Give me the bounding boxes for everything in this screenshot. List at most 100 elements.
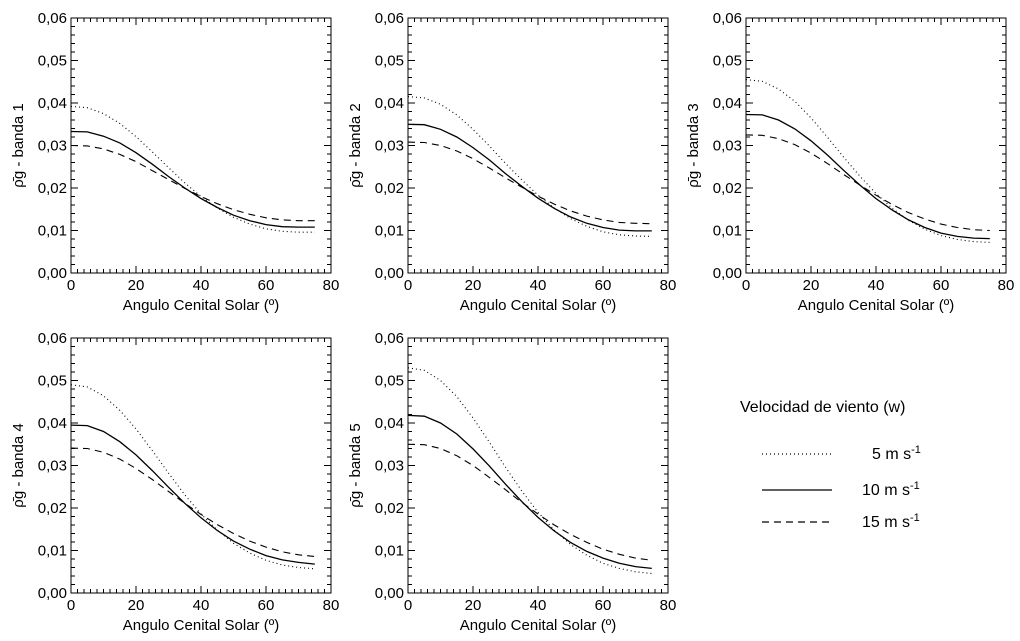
- y-axis-label: ρ̄g - banda 1: [10, 103, 27, 187]
- x-tick-label: 20: [803, 277, 820, 294]
- x-tick-label: 60: [258, 597, 275, 614]
- x-tick-label: 20: [465, 277, 482, 294]
- y-tick-label: 0,03: [375, 138, 404, 155]
- x-tick-label: 0: [404, 277, 412, 294]
- x-axis-label: Angulo Cenital Solar (º): [798, 297, 954, 314]
- chart-panels: 0 20 40 60 80 0,00 0,01 0,02 0,03 0,04 0,05 0,06 Ang…: [10, 10, 1014, 634]
- y-tick-label: 0,05: [38, 53, 67, 70]
- series-line-5ms: [70, 105, 315, 233]
- chart-panel-4: 0 20 40 60 80 0,00 0,01 0,02 0,03 0,04 0,05 0,06 Ang…: [10, 330, 339, 634]
- series-line-5ms: [407, 96, 652, 237]
- x-tick-label: 80: [998, 277, 1015, 294]
- x-tick-label: 60: [933, 277, 950, 294]
- series-line-5ms: [745, 79, 990, 243]
- x-tick-label: 20: [128, 597, 145, 614]
- x-tick-label: 60: [258, 277, 275, 294]
- chart-panel-2: 0 20 40 60 80 0,00 0,01 0,02 0,03 0,04 0,05 0,06 Ang…: [347, 10, 676, 314]
- series-line-10ms: [70, 130, 315, 228]
- x-tick-label: 60: [595, 277, 612, 294]
- y-tick-label: 0,05: [375, 373, 404, 390]
- y-tick-label: 0,00: [38, 585, 67, 602]
- y-tick-label: 0,04: [38, 415, 67, 432]
- y-tick-label: 0,04: [375, 95, 404, 112]
- y-tick-label: 0,06: [375, 330, 404, 347]
- y-tick-label: 0,01: [713, 223, 742, 240]
- y-tick-label: 0,02: [38, 500, 67, 517]
- series-line-15ms: [70, 144, 315, 222]
- series-line-10ms: [407, 123, 652, 232]
- plot-frame: [70, 337, 332, 594]
- y-tick-label: 0,02: [375, 500, 404, 517]
- x-tick-label: 80: [660, 277, 677, 294]
- y-tick-label: 0,02: [375, 180, 404, 197]
- x-tick-label: 0: [404, 597, 412, 614]
- legend-label-15: 15 m s-1: [862, 512, 920, 531]
- x-axis-label: Angulo Cenital Solar (º): [460, 297, 616, 314]
- x-tick-label: 80: [660, 597, 677, 614]
- series-line-15ms: [70, 447, 315, 558]
- plot-frame: [745, 17, 1007, 274]
- x-tick-label: 80: [323, 597, 340, 614]
- legend-label-10: 10 m s-1: [862, 480, 920, 499]
- y-tick-label: 0,00: [375, 265, 404, 282]
- y-axis-label: ρ̄g - banda 3: [685, 103, 702, 187]
- x-tick-label: 20: [128, 277, 145, 294]
- chart-panel-5: 0 20 40 60 80 0,00 0,01 0,02 0,03 0,04 0,05 0,06 Ang…: [347, 330, 676, 634]
- y-tick-label: 0,01: [375, 223, 404, 240]
- legend-label-5: 5 m s-1: [872, 444, 921, 463]
- y-tick-label: 0,06: [38, 10, 67, 27]
- series-line-15ms: [407, 141, 652, 225]
- x-tick-label: 0: [742, 277, 750, 294]
- series-line-10ms: [407, 414, 652, 570]
- series-line-5ms: [407, 367, 652, 575]
- y-tick-label: 0,01: [38, 543, 67, 560]
- x-tick-label: 60: [595, 597, 612, 614]
- x-tick-label: 40: [193, 597, 210, 614]
- y-tick-label: 0,04: [375, 415, 404, 432]
- x-tick-label: 0: [67, 597, 75, 614]
- y-axis-label: ρ̄g - banda 2: [347, 103, 364, 187]
- series-line-15ms: [745, 134, 990, 232]
- y-tick-label: 0,03: [38, 138, 67, 155]
- y-tick-label: 0,00: [713, 265, 742, 282]
- series-line-10ms: [745, 113, 990, 240]
- y-tick-label: 0,03: [375, 458, 404, 475]
- y-tick-label: 0,00: [38, 265, 67, 282]
- y-tick-label: 0,05: [375, 53, 404, 70]
- x-tick-label: 80: [323, 277, 340, 294]
- series-line-15ms: [407, 443, 652, 561]
- y-axis-label: ρ̄g - banda 5: [347, 423, 364, 507]
- y-tick-label: 0,03: [713, 138, 742, 155]
- y-tick-label: 0,01: [38, 223, 67, 240]
- y-axis-label: ρ̄g - banda 4: [10, 423, 27, 507]
- y-tick-label: 0,02: [38, 180, 67, 197]
- y-tick-label: 0,05: [38, 373, 67, 390]
- x-tick-label: 40: [868, 277, 885, 294]
- x-axis-label: Angulo Cenital Solar (º): [460, 617, 616, 634]
- y-tick-label: 0,06: [38, 330, 67, 347]
- x-axis-label: Angulo Cenital Solar (º): [123, 617, 279, 634]
- chart-panel-1: 0 20 40 60 80 0,00 0,01 0,02 0,03 0,04 0,05 0,06 Ang…: [10, 10, 339, 314]
- y-tick-label: 0,06: [375, 10, 404, 27]
- y-tick-label: 0,03: [38, 458, 67, 475]
- series-line-5ms: [70, 384, 315, 570]
- x-tick-label: 40: [193, 277, 210, 294]
- plot-frame: [407, 17, 669, 274]
- y-tick-label: 0,00: [375, 585, 404, 602]
- legend-title: Velocidad de viento (w): [740, 399, 905, 416]
- y-tick-label: 0,04: [713, 95, 742, 112]
- y-tick-label: 0,04: [38, 95, 67, 112]
- x-tick-label: 40: [530, 597, 547, 614]
- legend: Velocidad de viento (w) 5 m s-1 10 m s-1…: [740, 399, 921, 531]
- x-tick-label: 40: [530, 277, 547, 294]
- chart-panel-3: 0 20 40 60 80 0,00 0,01 0,02 0,03 0,04 0,05 0,06 Ang…: [685, 10, 1014, 314]
- series-line-10ms: [70, 424, 315, 565]
- plot-frame: [407, 337, 669, 594]
- x-tick-label: 20: [465, 597, 482, 614]
- y-tick-label: 0,02: [713, 180, 742, 197]
- x-axis-label: Angulo Cenital Solar (º): [123, 297, 279, 314]
- y-tick-label: 0,01: [375, 543, 404, 560]
- x-tick-label: 0: [67, 277, 75, 294]
- y-tick-label: 0,06: [713, 10, 742, 27]
